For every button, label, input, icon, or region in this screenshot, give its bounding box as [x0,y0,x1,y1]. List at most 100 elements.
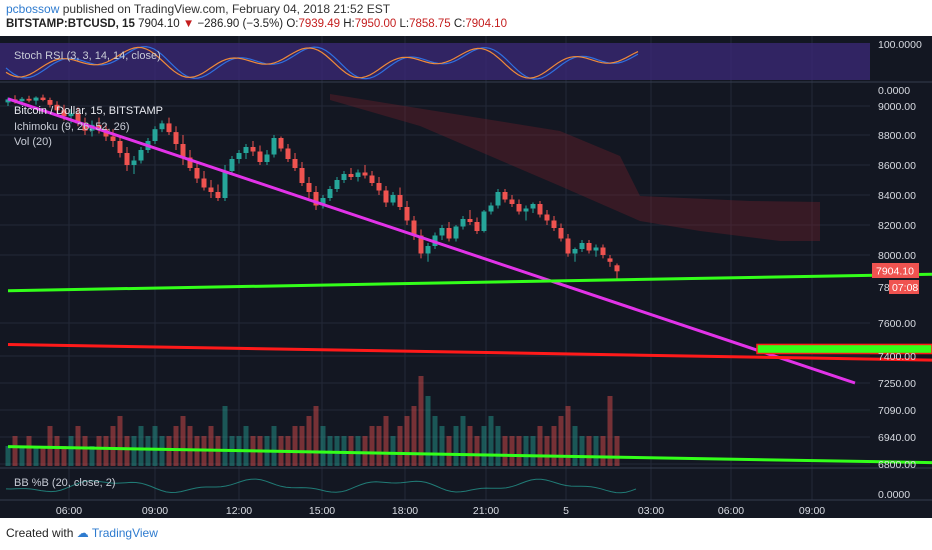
open-label: O: [286,18,299,30]
y-tick-label: 7400.00 [878,351,916,363]
grid [0,36,870,500]
volume-bar [432,416,438,466]
volume-bar [362,436,368,466]
candle [68,113,74,117]
x-tick-label: 06:00 [718,505,744,517]
candle [376,183,382,191]
candle [341,174,347,180]
volume-bar [439,426,445,466]
close-label: C: [453,18,466,30]
volume-bar [19,446,25,466]
candle [572,249,578,254]
price-chart[interactable]: 9000.00 8800.00 8600.00 8400.00 8200.00 8000.… [0,36,932,518]
y-tick-label: 7090.00 [878,405,916,417]
volume-bar [453,426,459,466]
high-value: 7950.00 [354,18,397,30]
footer: Created with ☁ TradingView [6,526,158,540]
x-tick-label: 18:00 [392,505,418,517]
candle [355,172,361,177]
high-label: H: [343,18,355,30]
candle [5,99,11,103]
volume-bar [565,406,571,466]
volume-bar [110,426,116,466]
volume-bar [404,416,410,466]
candle [474,222,480,231]
volume-bar [173,426,179,466]
candle [229,159,235,171]
candle [390,195,396,203]
volume-bar [579,436,585,466]
ichimoku-cloud [330,94,820,241]
volume-bar [425,396,431,466]
bb-percent-b-line [5,478,637,494]
candle [397,195,403,207]
volume-bar [26,436,32,466]
volume-bar [488,416,494,466]
candle [306,183,312,192]
trendlines[interactable] [7,97,932,465]
created-with-text: Created with [6,526,74,540]
bb-label: BB %B (20, close, 2) [14,477,116,489]
target-box[interactable] [756,343,932,355]
candle [173,132,179,144]
x-tick-label: 09:00 [799,505,825,517]
candle [159,123,165,130]
volume-bar [5,446,11,466]
volume-bar [593,436,599,466]
candle [558,228,564,239]
candle [33,97,39,101]
candle [334,180,340,189]
volume-bar [530,436,536,466]
candle [257,151,263,162]
volume-bar [369,426,375,466]
volume-bar [411,406,417,466]
low-label: L: [399,18,410,30]
author-link[interactable]: pcbossow [6,2,60,16]
volume-bar [159,436,165,466]
volume-bar [607,396,613,466]
candle [404,207,410,221]
volume-bar [523,436,529,466]
x-tick-label: 21:00 [473,505,499,517]
cloud-area [330,94,820,241]
tradingview-cloud-icon: ☁ [76,526,89,540]
candle [530,204,536,209]
candle [138,150,144,161]
volume-bar [271,426,277,466]
candle [446,228,452,239]
trendline [7,97,856,385]
candle [47,100,53,105]
candle [40,97,46,100]
candle [362,172,368,176]
candle [460,219,466,227]
volume-bar [306,416,312,466]
volume-bar [103,436,109,466]
candle [537,204,543,215]
candle [425,246,431,254]
tradingview-link[interactable]: TradingView [91,526,158,540]
candle [152,129,158,141]
candle [285,148,291,159]
volume-bar [124,436,130,466]
candle [19,98,25,102]
volume-bar [12,436,18,466]
candle [96,124,102,130]
volume-bar [61,446,67,466]
candle [201,178,207,188]
candle [61,110,67,117]
candle [411,220,417,236]
x-tick-label: 03:00 [638,505,664,517]
legend-symbol: Bitcoin / Dollar, 15, BITSTAMP [14,105,163,117]
volume-bar [117,416,123,466]
candle [579,243,585,249]
volume-bar [138,426,144,466]
volume-bar [292,426,298,466]
volume-bar [509,436,515,466]
candle [348,174,354,177]
published-text: published on TradingView.com, February 0… [62,2,391,16]
candle [509,199,515,204]
candle [54,104,60,111]
y-tick-label: 7600.00 [878,318,916,330]
candle [131,160,137,165]
candle [453,226,459,239]
